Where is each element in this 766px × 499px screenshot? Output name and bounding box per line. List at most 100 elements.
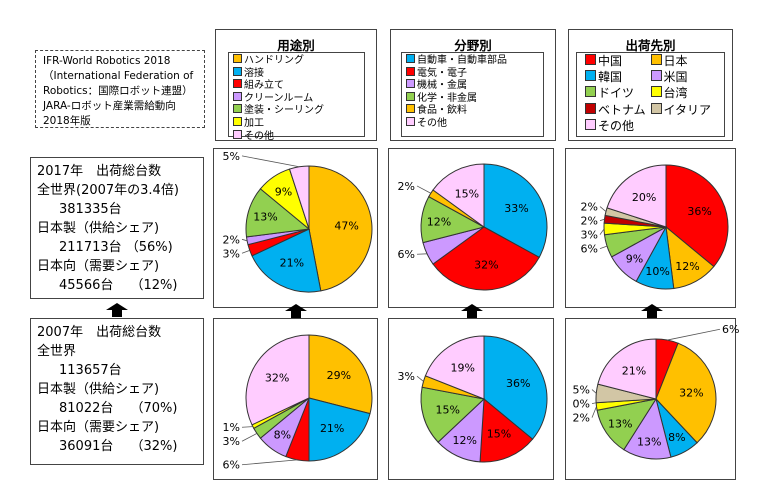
pie-box: 47% 21% 13% 9% 5% 2% 3% [213, 148, 378, 308]
leader-line [667, 328, 721, 341]
pie-data-label: 6% [398, 248, 415, 261]
up-arrow-icon [641, 304, 663, 318]
legend-label: その他 [417, 117, 447, 129]
legend-swatch-icon [406, 91, 415, 101]
pie-data-label: 2% [398, 180, 415, 193]
pie-data-label: 0% [573, 398, 590, 411]
pie-data-label: 6% [722, 323, 739, 336]
pie-slice [308, 165, 373, 292]
stat-line: 211713台 （56%) [59, 240, 173, 255]
legend-swatch-icon [233, 116, 242, 126]
legend-list: ハンドリング 溶接 組み立て クリーンルーム 塗装・シーリング 加工 その他 [228, 52, 365, 142]
pie-data-label: 2% [581, 215, 598, 228]
pie-slice [483, 335, 548, 440]
legend-item: 日本 [650, 54, 717, 70]
legend-item: 組み立て [233, 79, 360, 92]
stat-line: 113657台 [59, 363, 122, 378]
legend-label: 台湾 [663, 86, 688, 101]
legend-label: 電気・電子 [417, 67, 467, 79]
stat-line: 36091台 （32%) [59, 439, 178, 454]
pie-slice [308, 334, 373, 415]
legend-swatch-icon [233, 104, 242, 114]
legend-swatch-icon [233, 91, 242, 101]
legend-label: 組み立て [244, 80, 284, 92]
legend-item: その他 [406, 116, 539, 130]
pie-data-label: 9% [275, 185, 292, 198]
pie-data-label: 15% [455, 187, 479, 200]
leader-line [599, 206, 607, 212]
legend-destination: 出荷先別 中国 日本 韓国 米国 ドイツ 台湾 ベトナム イタリア その他 [568, 29, 733, 141]
stat-line: 381335台 [59, 202, 122, 217]
legend-title: 分野別 [454, 38, 492, 53]
pie-slice [606, 164, 667, 228]
up-arrow-icon [106, 303, 128, 317]
pie-data-label: 21% [280, 257, 304, 270]
leader-line [241, 238, 248, 242]
leader-line [599, 218, 605, 221]
pie-data-label: 15% [435, 404, 459, 417]
legend-item: 機械・金属 [406, 79, 539, 92]
legend-label: その他 [598, 118, 635, 133]
legend-label: 米国 [663, 70, 688, 85]
pie-data-label: 9% [626, 253, 643, 266]
pie-data-label: 32% [474, 259, 498, 272]
stat-line: 81022台 （70%) [59, 401, 178, 416]
legend-swatch-icon [233, 54, 242, 63]
legend-label: 機械・金属 [417, 80, 467, 92]
legend-swatch-icon [585, 118, 596, 130]
legend-label: 食品・飲料 [417, 105, 467, 117]
source-note: IFR-World Robotics 2018 （International F… [35, 50, 205, 128]
pie-slice [424, 335, 485, 400]
legend-item: 塗装・シーリング [233, 104, 360, 117]
legend-label: 加工 [244, 117, 264, 129]
pie-slice [479, 397, 534, 463]
legend-label: 自動車・自動車部品 [417, 55, 507, 66]
pie-data-label: 21% [622, 365, 646, 378]
stats-2007: 2007年 出荷総台数 全世界 113657台 日本製（供給シェア) 81022台 （7… [30, 318, 204, 465]
legend-item: その他 [233, 129, 360, 143]
pie-slice [597, 338, 657, 400]
legend-industry: 分野別 自動車・自動車部品 電気・電子 機械・金属 化学・非金属 食品・飲料 その他 [390, 29, 556, 141]
legend-label: ドイツ [598, 86, 635, 101]
legend-label: イタリア [663, 102, 712, 117]
pie-data-label: 12% [427, 215, 451, 228]
legend-swatch-icon [233, 66, 242, 76]
leader-line [241, 433, 258, 442]
pie-data-label: 3% [581, 229, 598, 242]
legend-label: ベトナム [598, 102, 646, 117]
legend-swatch-icon [650, 54, 662, 65]
pie-destination-2017: 36%12%10%9%20%2%2%3%6% [581, 164, 729, 290]
legend-label: ハンドリング [244, 55, 304, 66]
legend-swatch-icon [233, 79, 242, 89]
legend-item: イタリア [650, 102, 717, 119]
source-line: IFR-World Robotics 2018 [43, 55, 171, 67]
pie-data-label: 2% [573, 412, 590, 425]
leader-line [241, 459, 298, 466]
pie-box: 32% 8% 13% 13% 21% 5% 0% 2% 6% [565, 318, 739, 480]
pie-application-2007: 29% 21% 8% 32% 1%3% 6% [223, 334, 373, 472]
pie-box: 33% 32% 12% 15% 2% 6% [388, 148, 554, 308]
pie-data-label: 5% [573, 384, 590, 397]
legend-item: 電気・電子 [406, 66, 539, 80]
legend-item: 中国 [585, 54, 651, 70]
leader-line [241, 155, 300, 168]
legend-item: 化学・非金属 [406, 91, 539, 105]
pie-box: 36% 15% 12% 15% 19% 3% [388, 318, 554, 480]
legend-swatch-icon [585, 54, 596, 65]
pie-data-label: 19% [451, 362, 475, 375]
pie-data-label: 12% [675, 260, 699, 273]
legend-swatch-icon [406, 66, 415, 76]
pie-slice [251, 228, 322, 293]
stat-line: 日本製（供給シェア) [37, 382, 160, 397]
legend-item: その他 [585, 118, 651, 135]
pie-slice [483, 163, 548, 259]
legend-item: 台湾 [650, 86, 717, 102]
pie-data-label: 3% [223, 435, 240, 448]
pie-data-label: 8% [274, 429, 291, 442]
legend-item: 加工 [233, 116, 360, 130]
legend-item: 食品・飲料 [406, 104, 539, 117]
source-line: 2018年版 [43, 115, 91, 127]
legend-label: 化学・非金属 [417, 92, 477, 104]
legend-label: クリーンルーム [244, 92, 314, 104]
leader-line [591, 406, 597, 418]
